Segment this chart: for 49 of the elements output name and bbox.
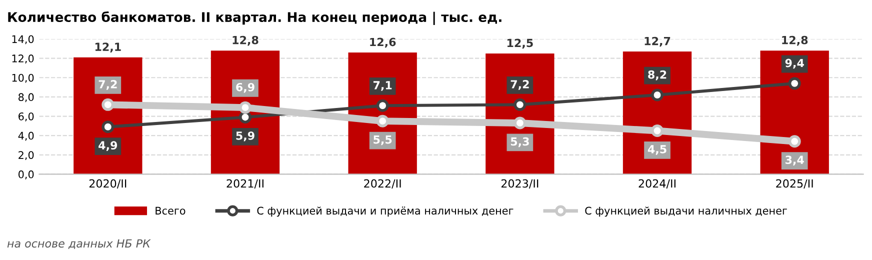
point	[376, 99, 389, 112]
y-tick-label: 4,0	[18, 132, 34, 141]
data-label: 5,3	[510, 137, 529, 148]
point	[651, 124, 664, 137]
legend-label: С функцией выдачи и приёма наличных денег	[257, 206, 514, 217]
y-tick-label: 14,0	[12, 35, 34, 44]
y-tick-label: 0,0	[18, 170, 34, 180]
point	[376, 114, 389, 128]
point	[239, 110, 252, 124]
x-tick-label: 2023/II	[501, 179, 538, 189]
x-tick-label: 2024/II	[638, 179, 676, 189]
x-tick-label: 2021/II	[226, 179, 264, 189]
data-label: 7,2	[98, 80, 117, 90]
y-tick-label: 8,0	[18, 93, 34, 102]
x-tick-label: 2020/II	[89, 179, 126, 189]
point	[788, 135, 801, 148]
data-label: 7,1	[373, 81, 392, 91]
y-tick-label: 10,0	[12, 74, 34, 83]
y-tick-label: 12,0	[12, 54, 34, 64]
data-label: 6,9	[236, 82, 254, 93]
point	[102, 120, 114, 134]
data-label: 12,5	[507, 38, 533, 49]
legend-label: Всего	[156, 206, 186, 215]
data-label: 9,4	[785, 58, 804, 69]
point	[514, 98, 526, 111]
point	[651, 88, 664, 102]
point	[514, 116, 526, 130]
x-tick-label: 2022/II	[364, 179, 401, 189]
text: на основе данных НБ РК	[7, 239, 151, 249]
data-label: 4,5	[648, 145, 666, 155]
data-label: 5,5	[374, 135, 392, 146]
point	[788, 77, 801, 90]
x-tick-label: 2025/II	[776, 179, 813, 189]
chart-title: Количество банкоматов. II квартал. На конец периода | тыс. ед.	[8, 11, 502, 25]
y-tick-label: 6,0	[18, 112, 34, 122]
point	[102, 98, 114, 111]
data-label: 12,8	[232, 36, 258, 46]
data-label: 8,2	[648, 70, 666, 80]
data-label: 12,6	[370, 38, 396, 48]
y-tick-label: 2,0	[18, 151, 34, 160]
data-label: 4,9	[98, 141, 118, 151]
data-label: 12,1	[95, 42, 121, 52]
legend-label: С функцией выдачи наличных денег	[585, 206, 787, 217]
data-label: 5,9	[236, 131, 254, 142]
point	[239, 101, 252, 114]
data-label: 7,2	[510, 80, 529, 90]
data-label: 12,8	[782, 36, 808, 46]
data-label: 12,7	[644, 36, 670, 47]
data-label: 3,4	[786, 156, 804, 166]
